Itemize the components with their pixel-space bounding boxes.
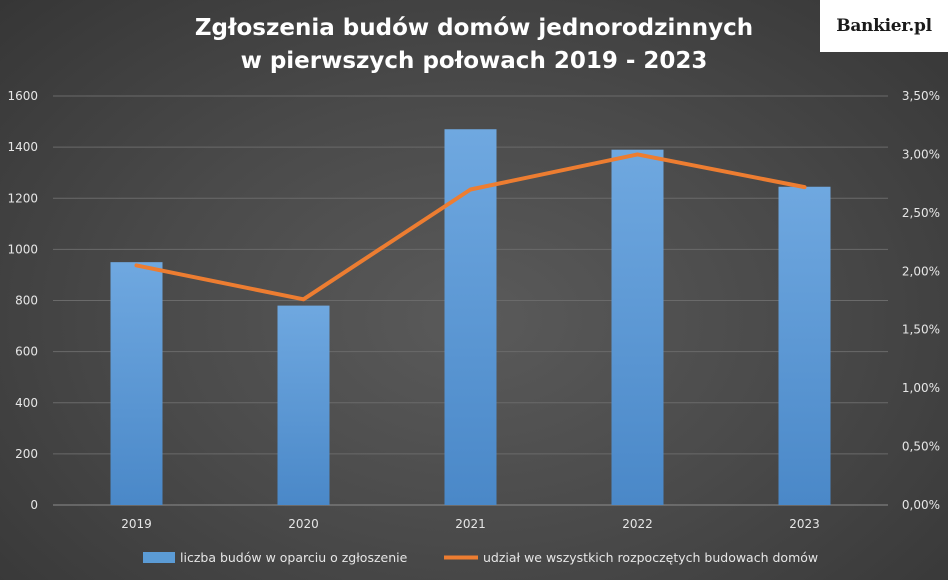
y2-tick-label: 1,00% bbox=[902, 381, 940, 395]
share-line bbox=[134, 152, 807, 302]
y2-tick-label: 2,50% bbox=[902, 206, 940, 220]
y2-tick-label: 2,00% bbox=[902, 264, 940, 278]
line-series bbox=[134, 152, 807, 302]
x-tick-label: 2020 bbox=[288, 517, 319, 531]
y2-tick-label: 0,50% bbox=[902, 440, 940, 454]
left-axis-labels: 0 200 400 600 800 1000 1200 1400 1600 bbox=[7, 89, 38, 512]
y-tick-label: 1000 bbox=[7, 242, 38, 256]
y-tick-label: 400 bbox=[15, 396, 38, 410]
y-tick-label: 1200 bbox=[7, 191, 38, 205]
chart-title-line1: Zgłoszenia budów domów jednorodzinnych bbox=[195, 15, 753, 41]
bar-2020 bbox=[277, 305, 330, 505]
legend-swatch-bars bbox=[143, 552, 175, 563]
x-tick-label: 2021 bbox=[455, 517, 486, 531]
legend: liczba budów w oparciu o zgłoszenie udzi… bbox=[143, 550, 818, 565]
y2-tick-label: 3,00% bbox=[902, 147, 940, 161]
x-tick-label: 2023 bbox=[789, 517, 820, 531]
x-axis-labels: 2019 2020 2021 2022 2023 bbox=[121, 517, 820, 531]
y-tick-label: 1600 bbox=[7, 89, 38, 103]
y2-tick-label: 3,50% bbox=[902, 89, 940, 103]
y2-tick-label: 0,00% bbox=[902, 498, 940, 512]
y-tick-label: 0 bbox=[30, 498, 38, 512]
bar-2019 bbox=[110, 262, 163, 505]
legend-label-line: udział we wszystkich rozpoczętych budowa… bbox=[483, 550, 818, 565]
y-tick-label: 1400 bbox=[7, 140, 38, 154]
x-tick-label: 2019 bbox=[121, 517, 152, 531]
bankier-logo: Bankier.pl bbox=[820, 0, 948, 52]
x-tick-label: 2022 bbox=[622, 517, 653, 531]
bar-series bbox=[110, 129, 831, 505]
y-tick-label: 600 bbox=[15, 345, 38, 359]
chart-title-line2: w pierwszych połowach 2019 - 2023 bbox=[241, 48, 708, 74]
y-tick-label: 200 bbox=[15, 447, 38, 461]
right-axis-labels: 0,00% 0,50% 1,00% 1,50% 2,00% 2,50% 3,00% 3,50% bbox=[902, 89, 940, 512]
legend-label-bars: liczba budów w oparciu o zgłoszenie bbox=[180, 550, 408, 565]
y-tick-label: 800 bbox=[15, 294, 38, 308]
y2-tick-label: 1,50% bbox=[902, 323, 940, 337]
bar-2023 bbox=[778, 186, 831, 505]
bar-2022 bbox=[611, 149, 664, 505]
